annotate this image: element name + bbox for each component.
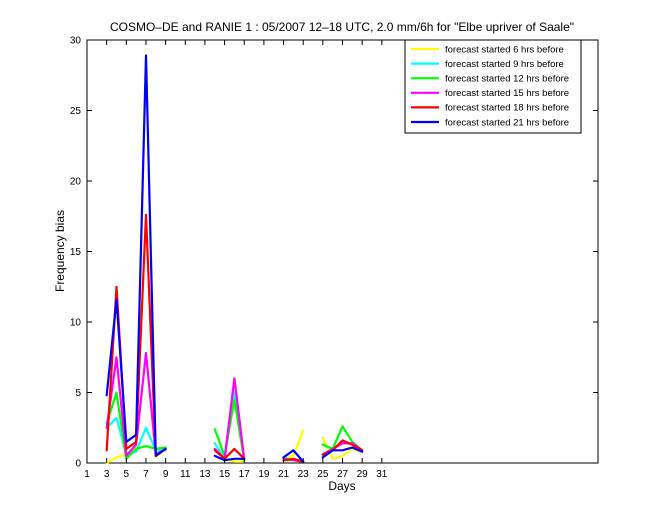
x-tick-label: 29: [357, 469, 369, 480]
x-tick-label: 7: [143, 469, 149, 480]
y-tick-label: 20: [70, 177, 82, 188]
x-tick-label: 23: [298, 469, 310, 480]
series-line-4: [105, 351, 364, 463]
x-tick-label: 11: [180, 469, 191, 480]
x-tick-label: 25: [317, 469, 329, 480]
y-tick-label: 5: [75, 388, 81, 399]
legend-label-1: forecast started 6 hrs before: [445, 44, 564, 55]
y-tick-label: 30: [70, 36, 82, 47]
y-tick-label: 25: [70, 106, 82, 117]
x-tick-label: 3: [104, 469, 110, 480]
x-tick-label: 31: [376, 469, 388, 480]
y-tick-label: 0: [75, 459, 81, 470]
legend-label-3: forecast started 12 hrs before: [445, 74, 569, 85]
x-tick-label: 5: [124, 469, 130, 480]
x-tick-label: 19: [258, 469, 270, 480]
y-axis: 0 5 10 15 20 25 30: [70, 36, 598, 470]
x-tick-label: 21: [278, 469, 290, 480]
x-tick-label: 27: [337, 469, 349, 480]
legend-label-4: forecast started 15 hrs before: [445, 88, 569, 99]
legend-box: [404, 39, 582, 134]
legend: forecast started 6 hrs before forecast st…: [404, 39, 582, 134]
series-line-5: [105, 213, 364, 463]
x-axis: 1 3 5 7 9 11 13 15 17 19 21 23 25 27 29 31: [84, 40, 388, 480]
x-tick-label: 13: [199, 469, 211, 480]
x-tick-label: 15: [219, 469, 231, 480]
y-tick-label: 10: [70, 318, 82, 329]
legend-label-6: forecast started 21 hrs before: [445, 117, 569, 128]
y-axis-label: Frequency bias: [53, 210, 67, 292]
x-tick-label: 9: [163, 469, 169, 480]
legend-label-5: forecast started 18 hrs before: [445, 103, 569, 114]
legend-label-2: forecast started 9 hrs before: [445, 59, 564, 70]
series-line-6: [105, 54, 364, 463]
x-axis-label: Days: [328, 479, 355, 493]
x-tick-label: 17: [239, 469, 251, 480]
series-layer: [105, 54, 364, 465]
chart-title: COSMO–DE and RANIE 1 : 05/2007 12–18 UTC…: [110, 20, 574, 34]
x-tick-label: 1: [84, 469, 90, 480]
series-line-3: [105, 391, 364, 463]
legend-items: forecast started 6 hrs before forecast st…: [411, 44, 569, 128]
y-tick-label: 15: [70, 247, 82, 258]
